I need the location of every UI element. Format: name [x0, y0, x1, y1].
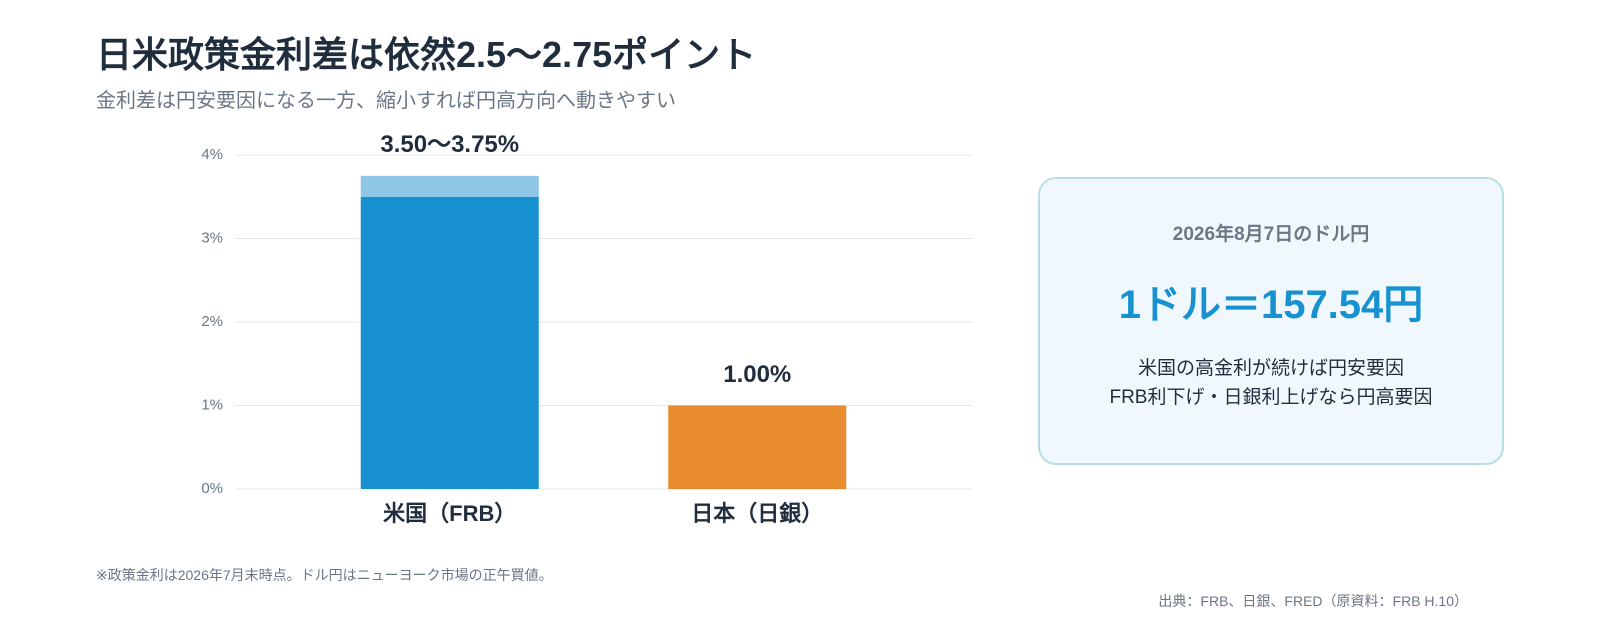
- source: 出典：FRB、日銀、FRED（原資料：FRB H.10）: [1158, 593, 1468, 609]
- footnote: ※政策金利は2026年7月末時点。ドル円はニューヨーク市場の正午買値。: [96, 567, 553, 583]
- bar: [668, 405, 847, 489]
- rate-panel: 2026年8月7日のドル円 1ドル＝157.54円 米国の高金利が続けば円安要因…: [1038, 177, 1504, 465]
- panel-line: FRB利下げ・日銀利上げなら円高要因: [1109, 387, 1433, 408]
- panel-line: 米国の高金利が続けば円安要因: [1137, 358, 1404, 379]
- x-tick-label: 日本（日銀）: [691, 501, 823, 526]
- range-bar: [360, 175, 539, 197]
- chart-subtitle: 金利差は円安要因になる一方、縮小すれば円高方向へ動きやすい: [96, 90, 676, 112]
- chart-title: 日米政策金利差は依然2.5〜2.75ポイント: [96, 34, 757, 75]
- panel-rate: 1ドル＝157.54円: [1118, 283, 1424, 327]
- y-tick-label: 1%: [201, 396, 223, 413]
- panel-heading: 2026年8月7日のドル円: [1172, 224, 1370, 245]
- bar: [360, 196, 539, 489]
- value-label: 1.00%: [723, 361, 791, 388]
- y-tick-label: 3%: [201, 229, 223, 246]
- chart: 0% 1% 2% 3% 4% 米国（FRB） 3.50〜3.75% 日本（日銀） 1.00%: [201, 131, 972, 526]
- y-tick-label: 2%: [201, 313, 223, 330]
- y-tick-label: 0%: [201, 480, 223, 497]
- y-tick-label: 4%: [201, 146, 223, 163]
- value-label: 3.50〜3.75%: [380, 131, 519, 158]
- x-tick-label: 米国（FRB）: [383, 501, 516, 526]
